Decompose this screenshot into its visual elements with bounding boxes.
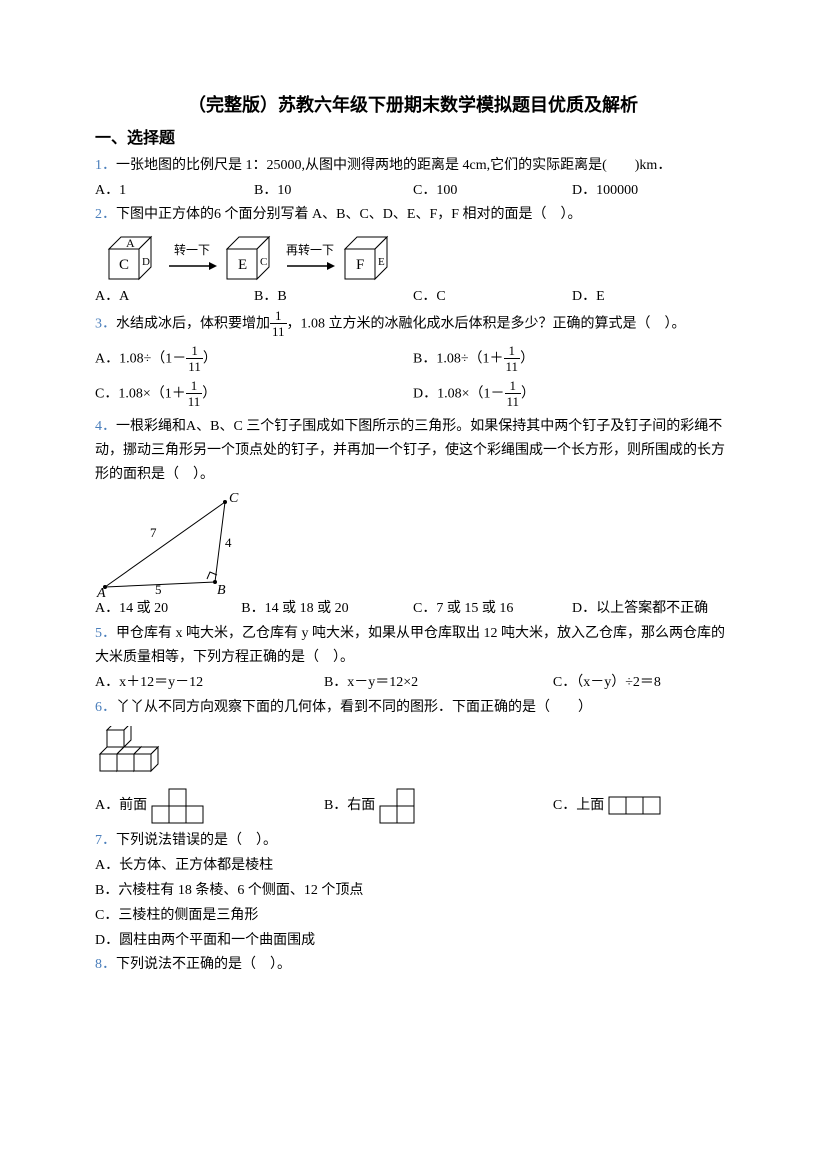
question-7: 7．下列说法错误的是（ ）。 [95,829,731,853]
q2-opt-b: B．B [254,285,413,309]
tri-C: C [229,491,239,506]
q7-opt-c: C．三棱柱的侧面是三角形 [95,904,731,928]
tri-B: B [217,583,226,597]
q4-text: 一根彩绳和A、B、C 三个钉子围成如下图所示的三角形。如果保持其中两个钉子及钉子… [95,419,725,482]
cube3-side-label: E [378,256,385,268]
arrow-2-icon [285,260,335,272]
question-8: 8．下列说法不正确的是（ ）。 [95,953,731,977]
doc-title: （完整版）苏教六年级下册期末数学模拟题目优质及解析 [95,90,731,121]
tri-A: A [96,586,106,597]
cube3-front-label: F [356,257,364,273]
section-header: 一、选择题 [95,125,731,152]
q3-opt-b: B．1.08÷（1＋111） [413,345,731,374]
q5-opt-c: C．（x－y）÷2＝8 [553,671,731,695]
q7-opt-b: B．六棱柱有 18 条棱、6 个侧面、12 个顶点 [95,879,731,903]
qnum-6: 6． [95,700,116,715]
q6-opt-b: B．右面 [324,787,553,825]
question-6: 6．丫丫从不同方向观察下面的几何体，看到不同的图形．下面正确的是（ ） [95,696,731,720]
q1-opt-b: B．10 [254,179,413,203]
q1-text: 一张地图的比例尺是 1：25000,从图中测得两地的距离是 4cm,它们的实际距… [116,158,671,173]
arrow-2-label: 再转一下 [286,240,334,260]
qnum-1: 1． [95,158,116,173]
q4-opt-b: B．14 或 18 或 20 [241,597,413,621]
q7-opt-a: A．长方体、正方体都是棱柱 [95,854,731,878]
q1-options: A．1 B．10 C．100 D．100000 [95,179,731,203]
q6-top-view-icon [608,795,666,817]
q2-text: 下图中正方体的6 个面分别写着 A、B、C、D、E、F，F 相对的面是（ ）。 [116,207,582,222]
cube-3-icon: F E [341,231,397,281]
q5-options: A．x＋12＝y－12 B．x－y＝12×2 C．（x－y）÷2＝8 [95,671,731,695]
q4-triangle-diagram: A B C 5 4 7 [95,487,265,597]
q2-cubes: C A D 转一下 E C 再转一下 F E [105,231,731,281]
q4-options: A．14 或 20 B．14 或 18 或 20 C．7 或 15 或 16 D… [95,597,731,621]
q3-options-row2: C．1.08×（1＋111） D．1.08×（1－111） [95,380,731,409]
arrow-1: 转一下 [167,240,217,272]
page: （完整版）苏教六年级下册期末数学模拟题目优质及解析 一、选择题 1．一张地图的比… [0,0,826,1169]
q6-text: 丫丫从不同方向观察下面的几何体，看到不同的图形．下面正确的是（ ） [116,700,592,715]
q2-options: A．A B．B C．C D．E [95,285,731,309]
q8-text: 下列说法不正确的是（ ）。 [116,957,291,972]
tri-BC-len: 4 [225,535,232,550]
q1-opt-c: C．100 [413,179,572,203]
question-5: 5．甲仓库有 x 吨大米，乙仓库有 y 吨大米，如果从甲仓库取出 12 吨大米，… [95,622,731,670]
qnum-2: 2． [95,207,116,222]
q2-opt-d: D．E [572,285,731,309]
tri-AC-len: 7 [150,525,157,540]
question-3: 3．水结成冰后，体积要增加111，1.08 立方米的冰融化成水后体积是多少？正确… [95,310,731,339]
q6-options: A．前面 B．右面 C．上面 [95,787,731,825]
q6-right-view-icon [379,787,419,825]
q4-opt-d: D．以上答案都不正确 [572,597,731,621]
q5-text: 甲仓库有 x 吨大米，乙仓库有 y 吨大米，如果从甲仓库取出 12 吨大米，放入… [95,626,725,665]
cube1-side-label: D [142,256,150,268]
qnum-8: 8． [95,957,116,972]
q1-opt-d: D．100000 [572,179,731,203]
q7-opt-d: D．圆柱由两个平面和一个曲面围成 [95,929,731,953]
q3-text-post: ，1.08 立方米的冰融化成水后体积是多少？正确的算式是（ ）。 [287,317,686,332]
question-1: 1．一张地图的比例尺是 1：25000,从图中测得两地的距离是 4cm,它们的实… [95,154,731,178]
q6-solid-diagram [95,726,175,781]
q3-text-pre: 水结成冰后，体积要增加 [116,317,270,332]
cube2-front-label: E [238,257,247,273]
qnum-5: 5． [95,626,116,641]
tri-AB-len: 5 [155,582,162,597]
cube1-front-label: C [119,257,129,273]
q6-opt-a: A．前面 [95,787,324,825]
arrow-1-label: 转一下 [174,240,210,260]
q4-opt-c: C．7 或 15 或 16 [413,597,572,621]
cube1-top-label: A [126,236,135,250]
cube-1-icon: C A D [105,231,161,281]
question-2: 2．下图中正方体的6 个面分别写着 A、B、C、D、E、F，F 相对的面是（ ）… [95,203,731,227]
q3-opt-d: D．1.08×（1－111） [413,380,731,409]
arrow-1-icon [167,260,217,272]
cube-2-icon: E C [223,231,279,281]
arrow-2: 再转一下 [285,240,335,272]
q1-opt-a: A．1 [95,179,254,203]
question-4: 4．一根彩绳和A、B、C 三个钉子围成如下图所示的三角形。如果保持其中两个钉子及… [95,415,731,486]
qnum-3: 3． [95,317,116,332]
q3-opt-a: A．1.08÷（1－111） [95,345,413,374]
frac-1-11: 111 [270,309,287,338]
q7-text: 下列说法错误的是（ ）。 [116,833,277,848]
q3-options-row1: A．1.08÷（1－111） B．1.08÷（1＋111） [95,345,731,374]
q4-opt-a: A．14 或 20 [95,597,241,621]
q2-opt-a: A．A [95,285,254,309]
q2-opt-c: C．C [413,285,572,309]
qnum-7: 7． [95,833,116,848]
q5-opt-b: B．x－y＝12×2 [324,671,553,695]
q3-opt-c: C．1.08×（1＋111） [95,380,413,409]
q6-opt-c: C．上面 [553,794,731,818]
q6-front-view-icon [151,787,206,825]
cube2-side-label: C [260,256,267,268]
q5-opt-a: A．x＋12＝y－12 [95,671,324,695]
qnum-4: 4． [95,419,116,434]
